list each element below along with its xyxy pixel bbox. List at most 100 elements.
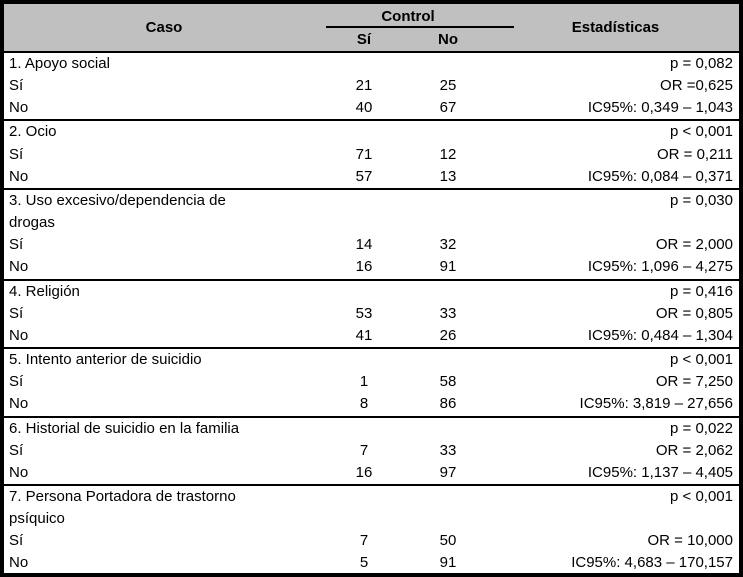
no-count-cell [404,53,492,75]
table-header-row: Caso Control Sí No Estadísticas [4,4,739,53]
estadisticas-cell: p < 0,001 [670,123,733,141]
estadisticas-cell: p = 0,030 [670,191,733,209]
table-section: 6. Historial de suicidio en la familia p… [4,415,739,484]
estadisticas-cell: p = 0,082 [670,55,733,72]
si-count-cell [324,418,404,440]
estadisticas-cell: OR = 2,062 [655,441,733,459]
estadisticas-cell: OR = 2,000 [655,236,733,254]
si-count-cell: 5 [359,554,369,572]
control-underline [326,26,514,28]
no-count-cell: 32 [439,236,457,254]
si-count-cell: 21 [355,77,373,95]
caso-cell: Sí [9,373,24,391]
estadisticas-cell: OR =0,625 [660,77,733,95]
table-row: Sí 7 50 OR = 10,000 [4,530,739,552]
caso-cell: No [9,167,29,185]
estadisticas-cell: IC95%: 0,349 – 1,043 [587,99,733,117]
column-header-caso: Caso [145,19,183,36]
no-count-cell: 67 [439,99,457,117]
no-count-cell: 91 [439,554,457,572]
caso-cell: Sí [9,77,24,95]
table-section: 4. Religión p = 0,416 Sí 53 33 OR = 0,80… [4,278,739,347]
si-count-cell [324,121,404,143]
si-count-cell [324,53,404,75]
caso-cell: 1. Apoyo social [9,55,110,72]
table-row: Sí 1 58 OR = 7,250 [4,371,739,393]
table-row: 7. Persona Portadora de trastorno p < 0,… [4,486,739,508]
estadisticas-cell [492,508,739,530]
caso-cell: Sí [9,532,24,550]
no-count-cell [404,121,492,143]
caso-cell: Sí [9,145,24,163]
caso-cell: 2. Ocio [9,123,57,141]
caso-cell: 4. Religión [9,282,80,300]
control-subheader-row: Sí No [324,28,492,51]
caso-cell: 7. Persona Portadora de trastorno [9,487,236,505]
caso-cell: No [9,258,29,276]
estadisticas-cell: OR = 7,250 [655,373,733,391]
si-count-cell: 71 [355,145,373,163]
no-count-cell: 33 [439,441,457,459]
no-count-cell: 50 [439,532,457,550]
estadisticas-cell: OR = 0,805 [655,304,733,322]
no-count-cell: 91 [439,258,457,276]
table-row: 3. Uso excesivo/dependencia de p = 0,030 [4,190,739,212]
si-count-cell [324,349,404,371]
caso-cell: Sí [9,236,24,254]
estadisticas-cell: IC95%: 0,084 – 0,371 [587,167,733,185]
table-row: No 16 97 IC95%: 1,137 – 4,405 [4,462,739,484]
si-count-cell: 8 [359,395,369,413]
table-row: Sí 14 32 OR = 2,000 [4,234,739,256]
table-row: 6. Historial de suicidio en la familia p… [4,418,739,440]
caso-cell: No [9,463,29,481]
si-count-cell: 14 [355,236,373,254]
table-row: Sí 71 12 OR = 0,211 [4,144,739,166]
table-row: drogas [4,212,739,234]
column-header-control: Control [324,4,514,28]
no-count-cell [404,190,492,212]
table-row: No 57 13 IC95%: 0,084 – 0,371 [4,166,739,188]
no-count-cell: 33 [439,304,457,322]
caso-cell: psíquico [9,510,65,528]
estadisticas-cell: IC95%: 4,683 – 170,157 [571,554,733,572]
column-header-control-group: Control Sí No [324,4,514,51]
no-count-cell: 58 [439,373,457,391]
table-section: 2. Ocio p < 0,001 Sí 71 12 OR = 0,211 No… [4,119,739,187]
no-count-cell: 26 [439,326,457,344]
si-count-cell: 1 [359,373,369,391]
si-count-cell: 16 [355,258,373,276]
control-label: Control [381,8,435,25]
table-row: 4. Religión p = 0,416 [4,281,739,303]
caso-cell: Sí [9,304,24,322]
table-row: No 41 26 IC95%: 0,484 – 1,304 [4,325,739,347]
si-count-cell: 7 [359,441,369,459]
estadisticas-cell: p < 0,001 [670,351,733,369]
no-count-cell: 12 [439,145,457,163]
estadisticas-cell: p < 0,001 [670,487,733,505]
si-count-cell: 57 [355,167,373,185]
table-section: 3. Uso excesivo/dependencia de p = 0,030… [4,187,739,279]
no-count-cell: 13 [439,167,457,185]
table-row: No 40 67 IC95%: 0,349 – 1,043 [4,97,739,119]
table-section: 7. Persona Portadora de trastorno p < 0,… [4,483,739,573]
table-row: 2. Ocio p < 0,001 [4,121,739,143]
si-count-cell: 41 [355,326,373,344]
no-count-cell: 86 [439,395,457,413]
no-count-cell: 97 [439,463,457,481]
caso-cell: 6. Historial de suicidio en la familia [9,419,240,437]
estadisticas-cell: OR = 0,211 [656,145,733,163]
estadisticas-cell [492,212,739,234]
table-section: 5. Intento anterior de suicidio p < 0,00… [4,347,739,415]
table-row: No 16 91 IC95%: 1,096 – 4,275 [4,256,739,278]
no-count-cell [404,508,492,530]
no-count-cell [404,486,492,508]
column-header-no: No [438,31,458,48]
table-row: No 8 86 IC95%: 3,819 – 27,656 [4,393,739,415]
table-row: psíquico [4,508,739,530]
caso-cell: No [9,99,29,117]
table-row: Sí 53 33 OR = 0,805 [4,303,739,325]
caso-cell: 3. Uso excesivo/dependencia de [9,191,226,209]
si-count-cell [324,281,404,303]
si-count-cell [324,190,404,212]
